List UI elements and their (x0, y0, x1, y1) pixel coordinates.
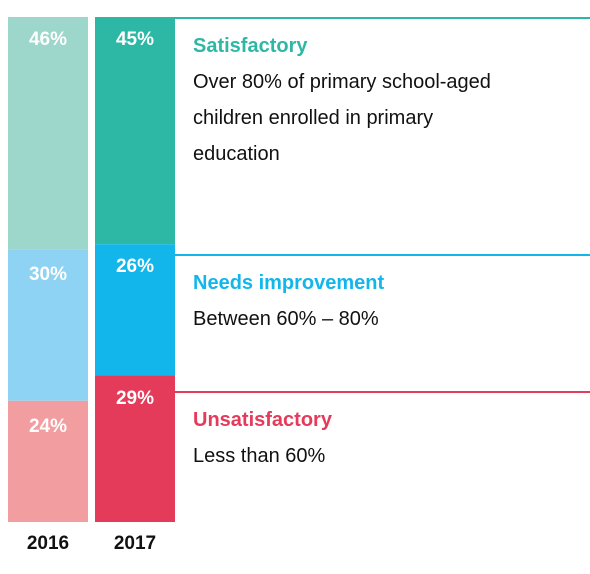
legend-satisfactory-title: Satisfactory (193, 35, 308, 57)
legend-unsatisfactory-description: Less than 60% (193, 445, 326, 467)
legend-satisfactory-description: Over 80% of primary school-aged children… (193, 71, 491, 165)
legend-unsatisfactory: Unsatisfactory Less than 60% (193, 406, 573, 474)
needs-improvement-divider (175, 254, 590, 256)
satisfactory-divider (175, 17, 590, 19)
bar-2016-unsatisfactory (8, 400, 88, 522)
bar-2017-satisfactory (95, 17, 175, 245)
bar-2016-satisfactory (8, 17, 88, 250)
data-label-2016-satisfactory: 46% (28, 29, 68, 50)
data-label-2016-unsatisfactory: 24% (28, 415, 68, 437)
legend-unsatisfactory-title: Unsatisfactory (193, 409, 332, 431)
legend-needs-improvement-description: Between 60% – 80% (193, 308, 379, 330)
data-label-2017-satisfactory: 45% (115, 29, 155, 50)
data-label-2017-needs-improvement: 26% (115, 256, 155, 278)
x-tick-2017: 2017 (113, 533, 157, 554)
data-label-2016-needs-improvement: 30% (28, 264, 68, 286)
x-tick-2016: 2016 (26, 533, 70, 554)
legend-needs-improvement-title: Needs improvement (193, 272, 385, 294)
unsatisfactory-divider (175, 391, 590, 393)
legend-needs-improvement: Needs improvement Between 60% – 80% (193, 269, 573, 337)
bar-2017-unsatisfactory (95, 375, 175, 522)
legend-satisfactory: Satisfactory Over 80% of primary school-… (193, 32, 573, 172)
bar-2016-needs-improvement (8, 249, 88, 401)
data-label-2017-unsatisfactory: 29% (115, 387, 155, 409)
bar-2017-needs-improvement (95, 244, 175, 376)
